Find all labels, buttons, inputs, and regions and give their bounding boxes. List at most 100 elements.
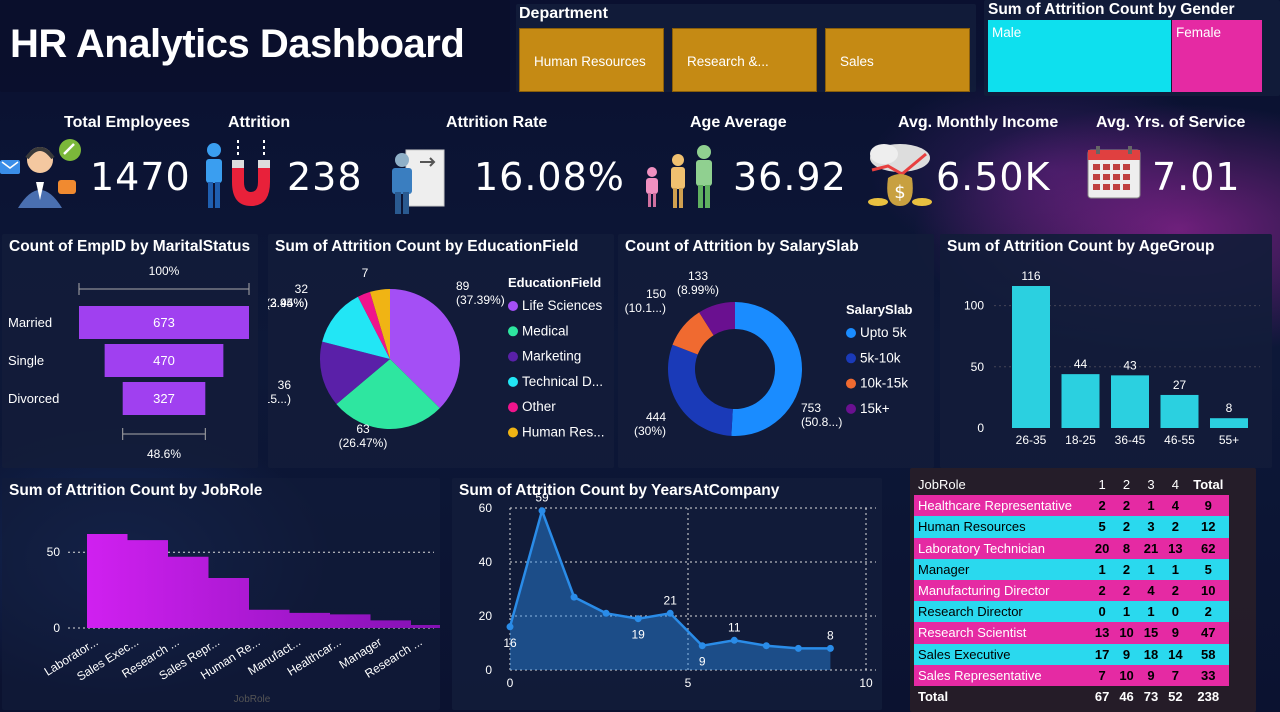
years-at-company-chart: Sum of Attrition Count by YearsAtCompany… (452, 478, 882, 710)
jobrole-matrix-table: JobRole 1 2 3 4 Total Healthcare Represe… (914, 474, 1229, 707)
matrix-row[interactable]: Healthcare Representative 2 2 1 4 9 (914, 495, 1229, 517)
education-data-label-5: (2.94%) (268, 296, 308, 310)
matrix-cell-value: 47 (1187, 622, 1229, 644)
matrix-cell-value: 4 (1163, 495, 1188, 517)
matrix-cell-value: 58 (1187, 643, 1229, 665)
age-value-36-45: 43 (1123, 358, 1137, 372)
matrix-header-total[interactable]: Total (1193, 477, 1224, 493)
matrix-cell-jobrole: Healthcare Representative (914, 495, 1090, 517)
matrix-cell-jobrole: Research Director (914, 601, 1090, 623)
education-data-label-1: 63 (26.47%) (339, 422, 388, 450)
matrix-cell-value: 9 (1138, 664, 1164, 686)
kpi-monthly-income-value: 6.50K (936, 155, 1051, 199)
funnel-bar-divorced (122, 382, 206, 415)
age-bar-18-25 (1061, 374, 1100, 428)
slicer-research[interactable]: Research &... (672, 28, 817, 92)
age-ytick-50: 50 (971, 360, 985, 374)
gender-female-block[interactable]: Female (1172, 20, 1262, 92)
slicer-human-resources[interactable]: Human Resources (519, 28, 664, 92)
funnel-category-married: Married (8, 315, 52, 330)
age-category-46-55: 46-55 (1164, 433, 1195, 447)
salary-slice-2 (672, 312, 714, 355)
matrix-row[interactable]: Research Scientist 13 10 15 9 47 (914, 622, 1229, 644)
education-pie-plot: 89(37.39%) 63(26.47%) 36(15...) 32(13.45%) 7… (268, 266, 605, 450)
years-point-label-10: 8 (827, 628, 834, 642)
education-data-label-2: 36(15...) (268, 378, 291, 406)
years-xtick-10: 10 (859, 676, 873, 690)
svg-text:$: $ (894, 182, 905, 203)
matrix-row[interactable]: Sales Executive 17 9 18 14 58 (914, 643, 1229, 665)
matrix-cell-value: 10 (1114, 622, 1139, 644)
kpi-attrition-value: 238 (287, 155, 363, 199)
education-legend-dot-3 (508, 376, 518, 387)
matrix-cell-value: 62 (1187, 537, 1229, 559)
age-bar-plot: 0 50 100 116 26-35 44 18-25 43 36-45 27 46-55 8 55+ (964, 269, 1260, 447)
matrix-cell-value: 3 (1138, 516, 1164, 538)
years-point-7 (730, 636, 738, 644)
years-point-0 (506, 623, 514, 631)
age-value-18-25: 44 (1074, 357, 1088, 371)
matrix-cell-jobrole: Sales Executive (914, 643, 1090, 665)
education-legend-item-1: Medical (522, 323, 569, 338)
age-chart-title: Sum of Attrition Count by AgeGroup (947, 238, 1215, 255)
years-ytick-0: 0 (485, 663, 492, 677)
age-category-18-25: 18-25 (1065, 433, 1096, 447)
slicer-sales[interactable]: Sales (825, 28, 970, 92)
salary-legend-item-0: Upto 5k (860, 325, 907, 340)
matrix-header-3[interactable]: 3 (1147, 477, 1155, 493)
matrix-row[interactable]: Manager 1 2 1 1 5 (914, 558, 1229, 580)
matrix-cell-value: 1 (1163, 558, 1188, 580)
family-icon (640, 144, 722, 215)
matrix-cell-jobrole: Human Resources (914, 516, 1090, 538)
matrix-cell-value: 10 (1114, 664, 1139, 686)
matrix-cell-value: 1 (1138, 558, 1164, 580)
jobrole-chart-title: Sum of Attrition Count by JobRole (9, 482, 263, 499)
matrix-total-value: 52 (1168, 688, 1183, 704)
matrix-header-row: JobRole 1 2 3 4 Total (914, 474, 1229, 495)
funnel-bottom-label: 48.6% (147, 447, 181, 461)
years-xtick-0: 0 (507, 676, 514, 690)
matrix-row[interactable]: Research Director 0 1 1 0 2 (914, 601, 1229, 623)
education-legend-dot-1 (508, 326, 518, 337)
matrix-header-jobrole[interactable]: JobRole (918, 477, 966, 493)
matrix-cell-value: 0 (1163, 601, 1188, 623)
funnel-top-label: 100% (149, 264, 180, 278)
years-point-4 (634, 615, 642, 623)
age-bar-26-35 (1012, 286, 1050, 428)
matrix-total-value: 67 (1094, 688, 1110, 704)
matrix-header-1[interactable]: 1 (1098, 477, 1106, 493)
kpi-years-service-value: 7.01 (1152, 155, 1241, 199)
matrix-row[interactable]: Human Resources 5 2 3 2 12 (914, 516, 1229, 538)
years-xtick-5: 5 (685, 676, 692, 690)
matrix-cell-value: 2 (1114, 516, 1139, 538)
years-point-label-5: 21 (664, 593, 678, 607)
matrix-cell-value: 4 (1138, 579, 1164, 602)
matrix-row[interactable]: Sales Representative 7 10 9 7 33 (914, 664, 1229, 686)
age-bar-55+ (1210, 418, 1248, 428)
education-data-label-3: 32(13.45%) (268, 282, 308, 310)
matrix-cell-value: 14 (1163, 643, 1188, 665)
years-point-label-7: 11 (728, 620, 741, 634)
salary-legend-dot-3 (846, 403, 856, 414)
years-point-label-4: 19 (631, 628, 645, 642)
gender-female-label: Female (1176, 25, 1222, 40)
matrix-row[interactable]: Manufacturing Director 2 2 4 2 10 (914, 579, 1229, 602)
matrix-header-2[interactable]: 2 (1122, 477, 1131, 493)
person-magnet-icon (202, 138, 282, 217)
matrix-row[interactable]: Laboratory Technician 20 8 21 13 62 (914, 537, 1229, 559)
kpi-attrition-rate-value: 16.08% (474, 155, 625, 199)
years-ytick-60: 60 (479, 501, 493, 515)
years-area (510, 510, 831, 670)
matrix-cell-value: 13 (1089, 622, 1115, 644)
matrix-cell-value: 33 (1187, 664, 1229, 686)
matrix-total-row: Total 67 46 73 52 238 (914, 686, 1229, 707)
gender-male-block[interactable]: Male (988, 20, 1171, 92)
salary-data-label-0: 753 (50.8...) (801, 401, 842, 429)
education-legend-dot-5 (508, 427, 518, 438)
salary-legend-item-2: 10k-15k (860, 376, 908, 391)
matrix-header-4[interactable]: 4 (1171, 477, 1179, 493)
matrix-cell-value: 2 (1114, 579, 1139, 602)
age-category-55+: 55+ (1219, 433, 1239, 447)
education-slice-1 (336, 359, 440, 429)
matrix-cell-value: 0 (1089, 601, 1115, 623)
